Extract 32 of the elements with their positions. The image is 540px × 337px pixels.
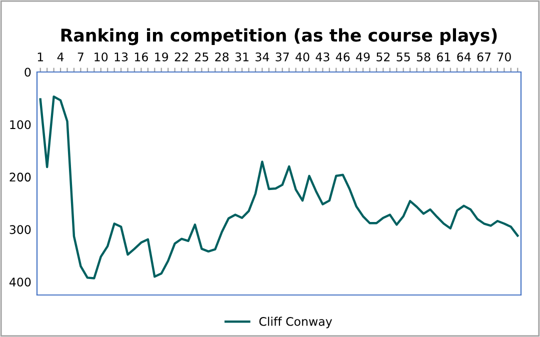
x-tick-label: 64 xyxy=(457,52,471,62)
x-tick-label: 13 xyxy=(114,52,128,62)
x-tick-label: 55 xyxy=(396,52,410,62)
x-tick-label: 46 xyxy=(336,52,350,62)
x-tick-label: 37 xyxy=(276,52,289,62)
y-tick-label: 100 xyxy=(10,120,31,130)
chart-title: Ranking in competition (as the course plays) xyxy=(61,28,497,46)
x-tick-label: 70 xyxy=(498,52,511,62)
x-tick-label: 40 xyxy=(296,52,310,62)
x-tick-label: 16 xyxy=(134,52,148,62)
line-series xyxy=(39,96,519,280)
y-tick-label: 200 xyxy=(10,172,31,182)
x-tick-label: 22 xyxy=(174,52,188,62)
x-tick-label: 34 xyxy=(256,52,270,62)
x-tick-label: 1 xyxy=(38,52,44,62)
x-tick-label: 25 xyxy=(195,52,208,62)
x-tick-label: 58 xyxy=(416,52,430,62)
x-tick-label: 61 xyxy=(437,52,450,62)
x-tick-label: 19 xyxy=(155,52,168,62)
x-tick-label: 10 xyxy=(94,52,108,62)
x-tick-label: 31 xyxy=(235,52,248,62)
x-tick-label: 49 xyxy=(356,52,370,62)
y-tick-label: 400 xyxy=(9,278,31,287)
x-tick-label: 28 xyxy=(215,52,229,62)
y-tick-label: 300 xyxy=(10,225,31,234)
y-tick-label: 0 xyxy=(24,68,31,77)
x-tick-label: 52 xyxy=(376,52,390,62)
x-tick-label: 67 xyxy=(477,52,491,62)
legend-label: Cliff Conway xyxy=(259,316,332,328)
x-tick-label: 43 xyxy=(316,52,330,62)
x-tick-label: 4 xyxy=(57,52,64,62)
x-tick-label: 7 xyxy=(78,52,84,62)
